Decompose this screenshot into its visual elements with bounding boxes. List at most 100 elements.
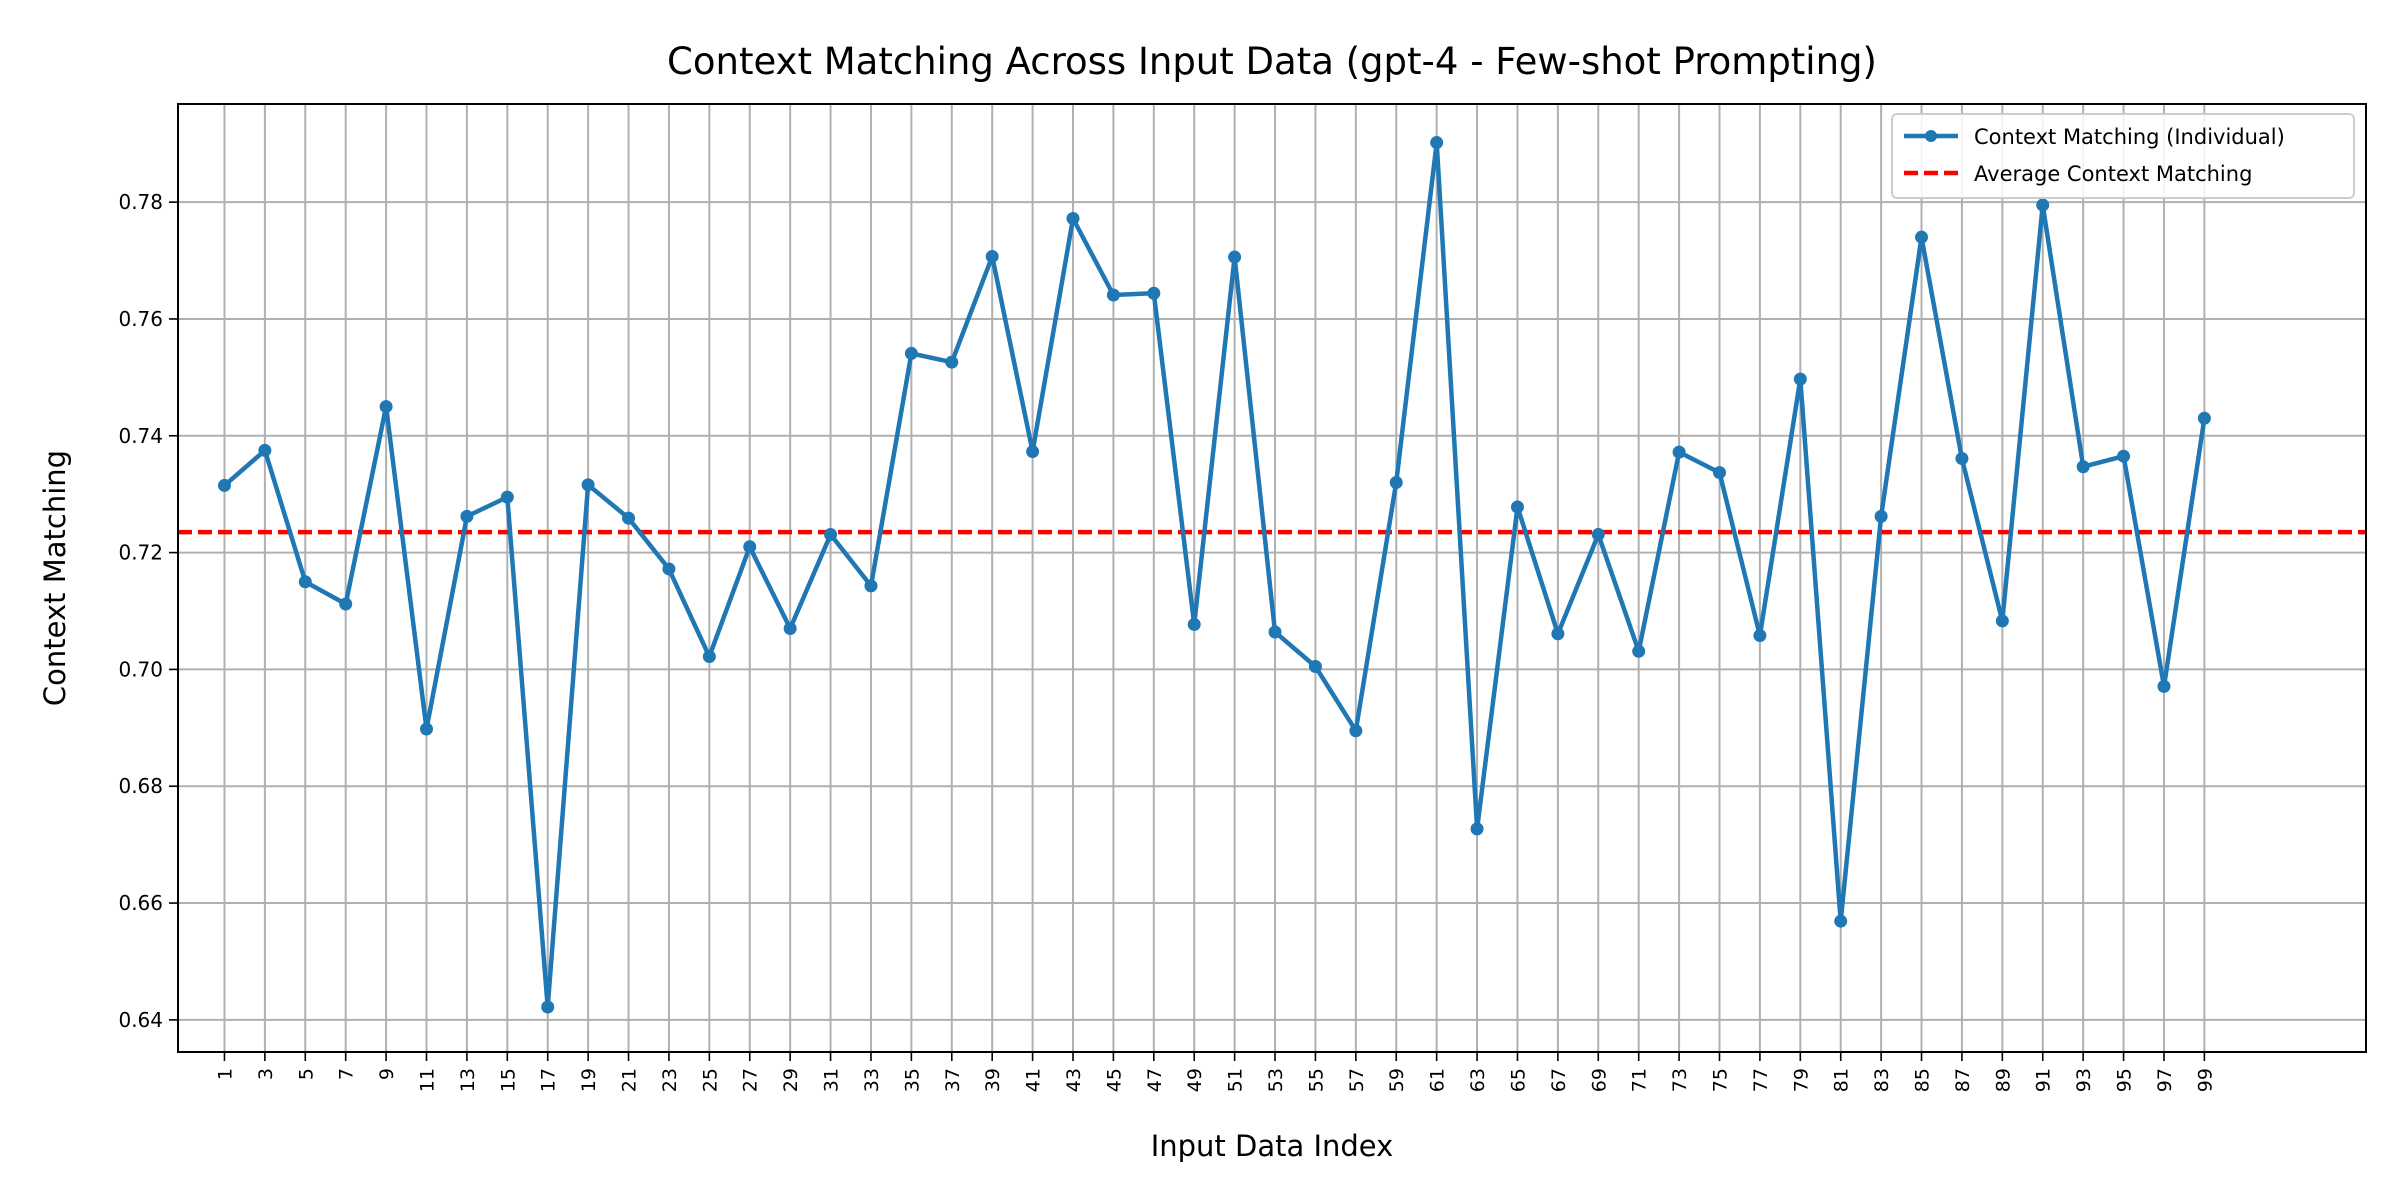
- series-line-individual: [223, 140, 2207, 1010]
- data-point: [1632, 644, 1646, 658]
- x-tick-label: 95: [2114, 1068, 2136, 1092]
- x-tick-label: 87: [1952, 1068, 1974, 1092]
- x-axis-label: Input Data Index: [1151, 1129, 1394, 1163]
- data-point: [1834, 914, 1848, 928]
- x-tick-label: 79: [1790, 1068, 1812, 1092]
- data-point: [1228, 250, 1242, 264]
- x-tick-label: 75: [1709, 1068, 1731, 1092]
- x-tick-label: 17: [538, 1068, 560, 1092]
- data-point: [1430, 136, 1444, 150]
- y-axis-label: Context Matching: [38, 450, 72, 706]
- y-tick-label: 0.78: [118, 190, 163, 214]
- x-tick-label: 91: [2033, 1068, 2055, 1092]
- data-point: [1389, 475, 1403, 489]
- data-point: [622, 511, 636, 525]
- data-point: [258, 443, 272, 457]
- y-tick-label: 0.66: [118, 891, 163, 915]
- x-tick-label: 27: [740, 1068, 762, 1092]
- x-tick-label: 13: [457, 1068, 479, 1092]
- x-tick-label: 7: [336, 1068, 358, 1080]
- data-point: [339, 597, 353, 611]
- y-tick-label: 0.68: [118, 774, 163, 798]
- data-point: [500, 490, 514, 504]
- x-tick-label: 25: [699, 1068, 721, 1092]
- x-tick-label: 85: [1912, 1068, 1934, 1092]
- data-point: [1995, 614, 2009, 628]
- x-tick-label: 37: [942, 1068, 964, 1092]
- y-axis-ticks: 0.64 0.66 0.68 0.70 0.72 0.74 0.76 0.78: [118, 190, 178, 1032]
- data-point: [662, 562, 676, 576]
- y-tick-label: 0.70: [118, 657, 163, 681]
- x-tick-label: 57: [1346, 1068, 1368, 1092]
- x-tick-label: 29: [780, 1068, 802, 1092]
- x-tick-label: 55: [1305, 1068, 1327, 1092]
- x-tick-label: 41: [1023, 1068, 1045, 1092]
- x-tick-label: 3: [255, 1068, 277, 1080]
- x-tick-label: 83: [1871, 1068, 1893, 1092]
- x-tick-label: 77: [1750, 1068, 1772, 1092]
- data-point: [217, 478, 231, 492]
- data-point: [702, 650, 716, 664]
- data-point: [945, 355, 959, 369]
- data-point: [1187, 617, 1201, 631]
- x-tick-label: 31: [821, 1068, 843, 1092]
- x-tick-label: 19: [578, 1068, 600, 1092]
- x-tick-label: 1: [214, 1068, 236, 1080]
- legend-box: [1891, 113, 2355, 199]
- data-point: [2076, 460, 2090, 474]
- data-point: [1955, 452, 1969, 466]
- x-tick-label: 51: [1225, 1068, 1247, 1092]
- x-tick-label: 73: [1669, 1068, 1691, 1092]
- data-point: [1591, 527, 1605, 541]
- data-point: [824, 527, 838, 541]
- x-tick-label: 93: [2073, 1068, 2095, 1092]
- x-tick-label: 63: [1467, 1068, 1489, 1092]
- data-point: [1874, 509, 1888, 523]
- x-axis-ticks: 1 3 5 7 9 11 13 15 17 19 21 23 25 27 29 31 33 35 37 39 41 43 4…: [214, 1052, 2216, 1092]
- data-point: [743, 540, 757, 554]
- data-point: [2117, 449, 2131, 463]
- data-point: [1106, 288, 1120, 302]
- data-point: [2036, 198, 2050, 212]
- data-point: [1551, 627, 1565, 641]
- data-point: [1470, 822, 1484, 836]
- data-point: [904, 346, 918, 360]
- data-point: [379, 400, 393, 414]
- data-point: [541, 1000, 555, 1014]
- data-point: [783, 622, 797, 636]
- series-layer: [217, 136, 2211, 1014]
- x-tick-label: 23: [659, 1068, 681, 1092]
- x-tick-label: 11: [416, 1068, 438, 1092]
- x-tick-label: 53: [1265, 1068, 1287, 1092]
- data-point: [419, 722, 433, 736]
- x-tick-label: 33: [861, 1068, 883, 1092]
- data-point: [985, 249, 999, 263]
- x-tick-label: 39: [982, 1068, 1004, 1092]
- x-tick-label: 71: [1629, 1068, 1651, 1092]
- data-point: [1147, 286, 1161, 300]
- x-tick-label: 15: [497, 1068, 519, 1092]
- legend-label-individual: Context Matching (Individual): [1974, 125, 2285, 149]
- data-point: [298, 575, 312, 589]
- data-point: [1026, 445, 1040, 459]
- data-point: [581, 478, 595, 492]
- data-point: [1753, 629, 1767, 643]
- x-tick-label: 59: [1386, 1068, 1408, 1092]
- data-point: [2157, 679, 2171, 693]
- data-point: [1268, 625, 1282, 639]
- y-tick-label: 0.72: [118, 541, 163, 565]
- x-tick-label: 43: [1063, 1068, 1085, 1092]
- x-tick-label: 69: [1588, 1068, 1610, 1092]
- x-tick-label: 99: [2194, 1068, 2216, 1092]
- data-point: [1793, 372, 1807, 386]
- data-point: [1915, 230, 1929, 244]
- x-tick-label: 89: [1992, 1068, 2014, 1092]
- grid-lines: [178, 104, 2366, 1052]
- x-tick-label: 5: [295, 1068, 317, 1080]
- data-point: [1066, 211, 1080, 225]
- x-tick-label: 49: [1184, 1068, 1206, 1092]
- x-tick-label: 35: [901, 1068, 923, 1092]
- x-tick-label: 67: [1548, 1068, 1570, 1092]
